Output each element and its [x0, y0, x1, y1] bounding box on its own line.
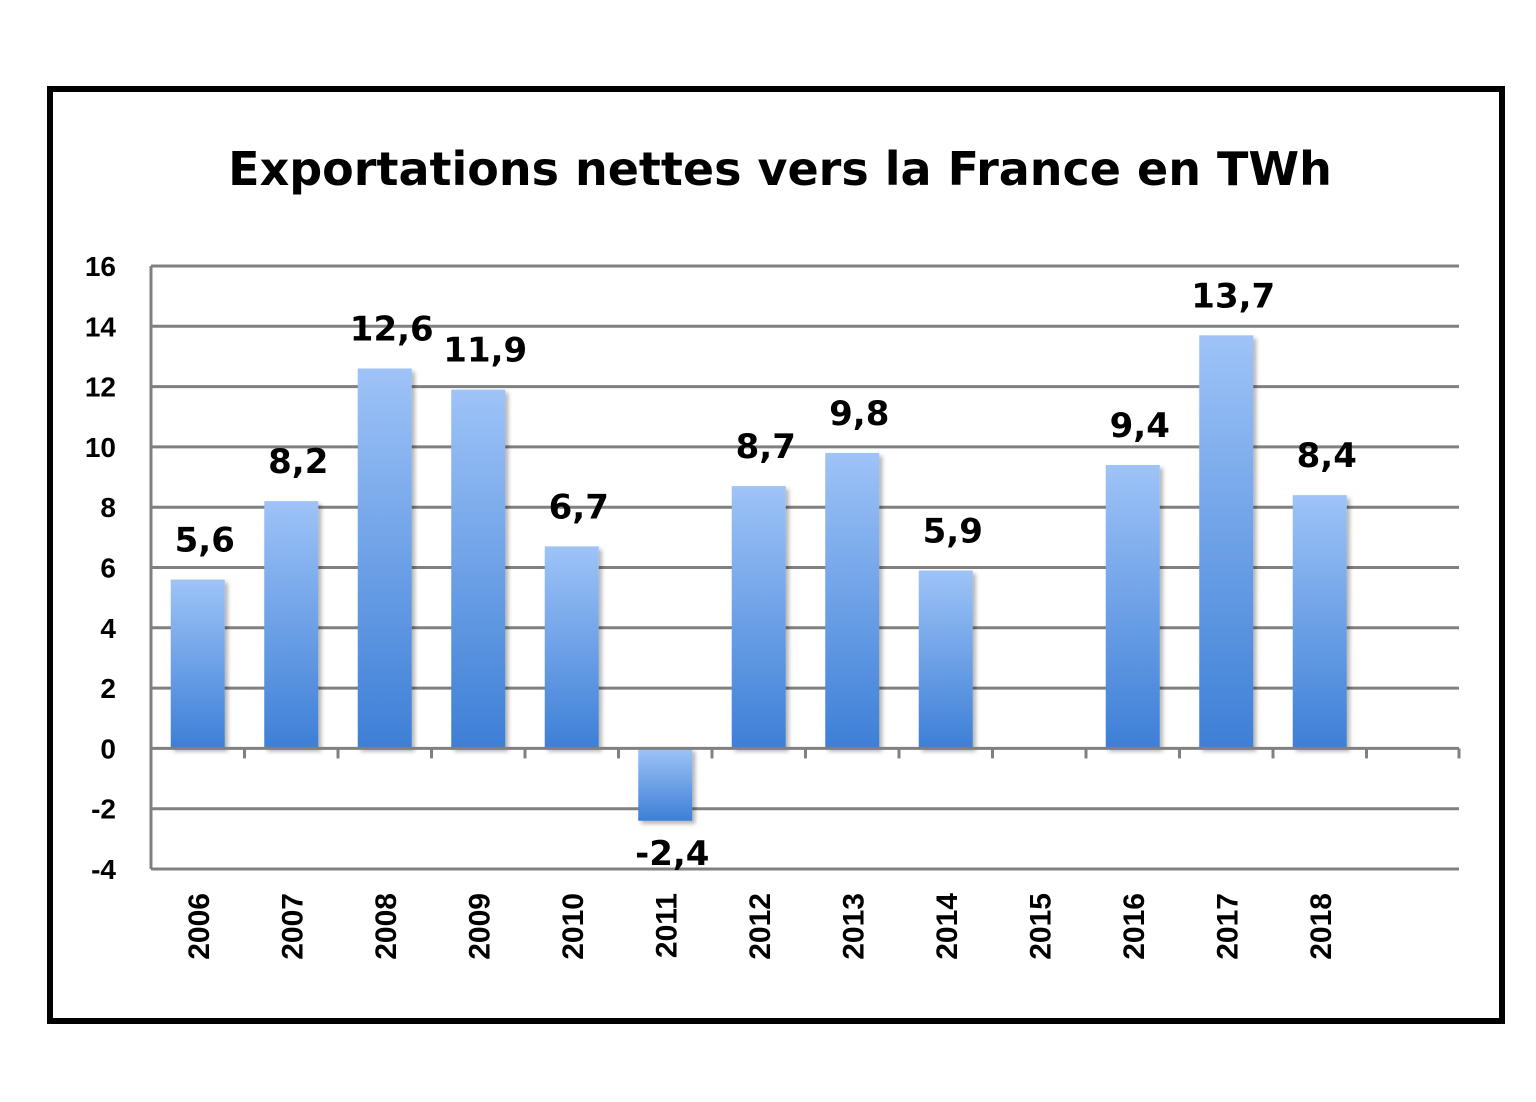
data-label-2018: 8,4: [1297, 436, 1357, 476]
bar-2018: [1292, 495, 1347, 749]
bar-2016: [1105, 464, 1160, 749]
bar-2009: [451, 389, 506, 749]
x-tick-label-2017: 2017: [1211, 893, 1244, 960]
y-tick-label: 4: [100, 613, 116, 644]
bar-2010: [544, 546, 599, 749]
data-label-2013: 9,8: [829, 394, 889, 434]
y-tick-label: 10: [85, 432, 116, 463]
bar-2006: [170, 579, 225, 749]
y-tick-label: 6: [100, 553, 116, 584]
bar-2008: [357, 368, 412, 749]
y-tick-label: 12: [85, 372, 116, 403]
x-tick-label-2014: 2014: [931, 893, 964, 960]
data-label-2017: 13,7: [1191, 276, 1275, 316]
y-tick-label: 16: [85, 251, 116, 282]
bar-2012: [731, 486, 786, 749]
x-tick-label-2012: 2012: [744, 893, 777, 960]
data-label-2009: 11,9: [443, 331, 527, 371]
data-label-2010: 6,7: [549, 487, 609, 527]
bar-2014: [918, 570, 973, 749]
chart-title: Exportations nettes vers la France en TW…: [228, 142, 1332, 196]
data-label-2012: 8,7: [736, 427, 796, 467]
y-tick-label: 14: [85, 311, 117, 342]
x-tick-label-2009: 2009: [463, 893, 496, 960]
x-tick-label-2013: 2013: [837, 893, 870, 960]
labels: 16 14 12 10 8 6 4 2 0 -2 -4 5,6 2006 8,2 2007 12,6 2008 1…: [85, 251, 1357, 960]
bars: [170, 335, 1347, 821]
bar-2013: [825, 452, 880, 749]
bar-2011: [638, 748, 693, 821]
data-label-2008: 12,6: [350, 310, 434, 350]
y-tick-label: 2: [100, 673, 116, 704]
x-tick-label-2008: 2008: [370, 893, 403, 960]
data-label-2014: 5,9: [923, 512, 983, 552]
x-tick-label-2016: 2016: [1118, 893, 1151, 960]
data-label-2007: 8,2: [268, 442, 328, 482]
bar-2017: [1199, 335, 1254, 749]
y-tick-label: 0: [100, 733, 116, 764]
y-tick-label: -2: [91, 794, 116, 825]
data-label-2016: 9,4: [1110, 406, 1170, 446]
bar-2007: [264, 501, 319, 749]
axes: [149, 266, 1461, 869]
y-tick-label: 8: [100, 492, 116, 523]
x-tick-label-2018: 2018: [1305, 893, 1338, 960]
x-tick-label-2010: 2010: [557, 893, 590, 960]
y-tick-label: -4: [91, 854, 116, 885]
x-tick-label-2007: 2007: [276, 893, 309, 960]
x-tick-label-2015: 2015: [1024, 893, 1057, 960]
x-tick-label-2006: 2006: [183, 893, 216, 960]
data-label-2006: 5,6: [175, 521, 235, 561]
data-label-2011: -2,4: [635, 834, 709, 874]
x-tick-label-2011: 2011: [650, 893, 683, 958]
grid-lines: [151, 264, 1459, 871]
